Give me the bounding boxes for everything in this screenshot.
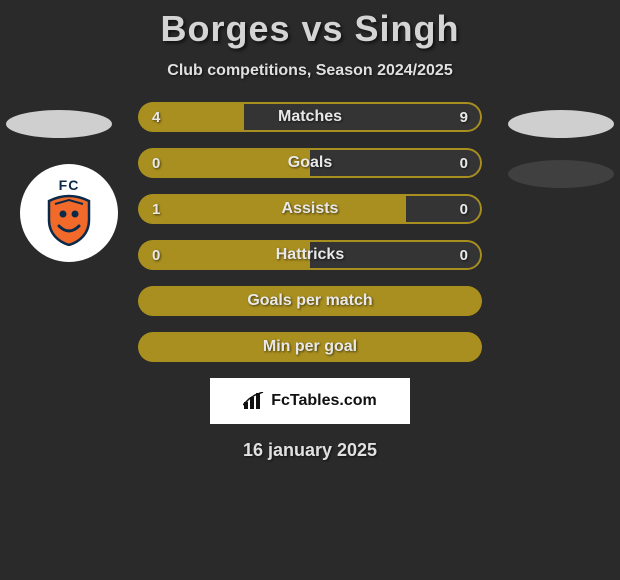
bar-value-left: 0 [152, 240, 160, 270]
club-logo-text: FC [45, 178, 93, 249]
left-player-placeholder [6, 110, 112, 138]
bar-fill-right [310, 240, 482, 270]
shield-icon [45, 194, 93, 246]
bar-value-right: 0 [460, 194, 468, 224]
bar-fill-left [138, 194, 406, 224]
bar-value-left: 0 [152, 148, 160, 178]
bar-fill-right [244, 102, 482, 132]
bars-container: 49Matches00Goals10Assists00HattricksGoal… [138, 102, 482, 362]
left-club-logo: FC [20, 164, 118, 262]
footer-brand: FcTables.com [271, 392, 377, 410]
bar-fill-right [406, 194, 482, 224]
footer-badge: FcTables.com [210, 378, 410, 424]
bar-value-left: 1 [152, 194, 160, 224]
bar-fill-right [310, 148, 482, 178]
stat-bar: 00Hattricks [138, 240, 482, 270]
club-logo-line1: FC [45, 178, 93, 192]
bar-fill-left [138, 240, 310, 270]
stat-bar: 00Goals [138, 148, 482, 178]
bar-value-right: 0 [460, 148, 468, 178]
bar-value-left: 4 [152, 102, 160, 132]
comparison-block: FC 49Matches00Goals10Assists00HattricksG… [0, 102, 620, 461]
right-player-placeholder [508, 110, 614, 138]
right-club-placeholder [508, 160, 614, 188]
stat-bar: 10Assists [138, 194, 482, 224]
bar-chart-icon [243, 392, 265, 410]
stat-bar: 49Matches [138, 102, 482, 132]
bar-value-right: 0 [460, 240, 468, 270]
bar-fill-left [138, 148, 310, 178]
page-title: Borges vs Singh [0, 0, 620, 50]
stat-bar: Min per goal [138, 332, 482, 362]
date-label: 16 january 2025 [0, 440, 620, 461]
bar-fill-left [138, 286, 482, 316]
page-subtitle: Club competitions, Season 2024/2025 [0, 62, 620, 80]
bar-fill-left [138, 332, 482, 362]
bar-value-right: 9 [460, 102, 468, 132]
stat-bar: Goals per match [138, 286, 482, 316]
